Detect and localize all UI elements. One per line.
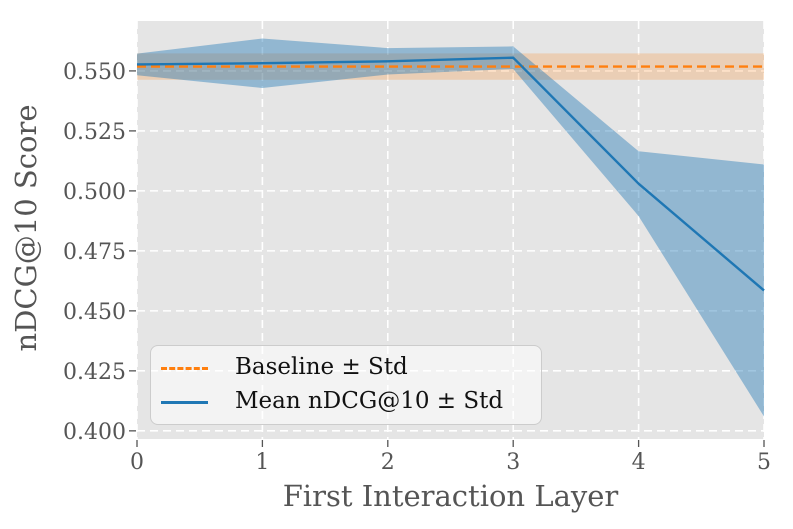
legend-mean-label: Mean nDCG@10 ± Std [235, 388, 504, 415]
y-tick-label: 0.400 [63, 420, 126, 445]
legend-item-baseline: Baseline ± Std [161, 354, 527, 382]
y-tick-label: 0.525 [63, 120, 126, 145]
legend: Baseline ± Std Mean nDCG@10 ± Std [150, 345, 542, 425]
x-tick-label: 3 [506, 450, 520, 475]
mean-line [136, 56, 765, 292]
legend-baseline-swatch [161, 366, 208, 370]
x-tick-label: 0 [130, 450, 144, 475]
x-tick-label: 1 [255, 450, 269, 475]
y-tick-label: 0.450 [63, 300, 126, 325]
y-tick-label: 0.425 [63, 360, 126, 385]
legend-item-mean: Mean nDCG@10 ± Std [161, 388, 527, 416]
y-tick-label: 0.500 [63, 180, 126, 205]
y-tick-label: 0.475 [63, 240, 126, 265]
y-axis-label: nDCG@10 Score [9, 104, 44, 352]
legend-mean-swatch [161, 400, 208, 404]
mean-std-band [137, 38, 764, 417]
x-tick-label: 4 [632, 450, 646, 475]
legend-baseline-label: Baseline ± Std [235, 354, 408, 381]
x-tick-label: 5 [757, 450, 771, 475]
x-tick-label: 2 [381, 450, 395, 475]
y-tick-label: 0.550 [63, 60, 126, 85]
x-axis-label: First Interaction Layer [282, 479, 619, 513]
